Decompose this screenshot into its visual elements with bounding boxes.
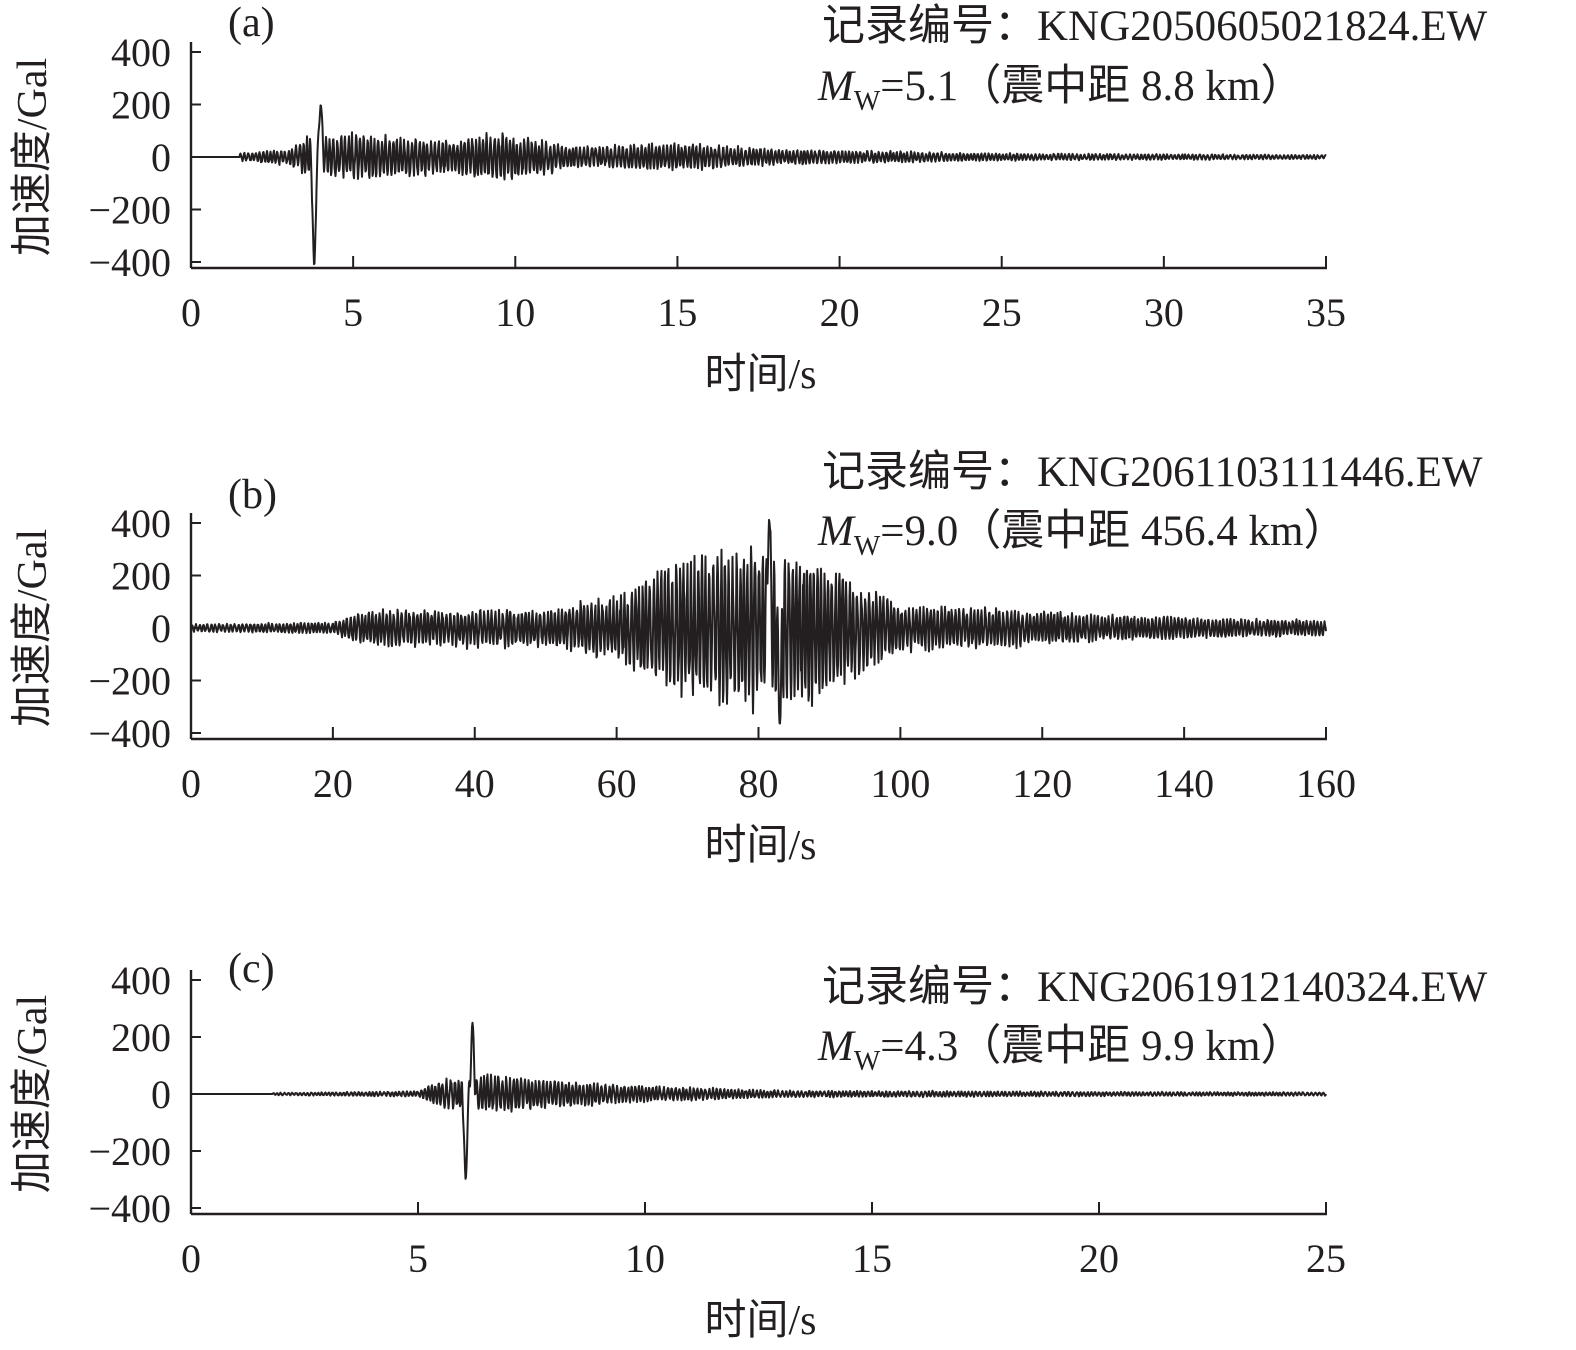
panel-label: (c) <box>228 946 275 992</box>
y-axis-label: 加速度/Gal <box>10 529 56 727</box>
y-tick-label: −200 <box>88 659 171 704</box>
y-tick-label: 200 <box>111 1015 171 1060</box>
y-tick-label: 0 <box>151 135 171 180</box>
x-tick-label: 60 <box>597 761 637 806</box>
y-tick-label: 200 <box>111 554 171 599</box>
x-tick-label: 40 <box>455 761 495 806</box>
x-tick-label: 5 <box>408 1236 428 1281</box>
y-tick-label: 400 <box>111 958 171 1003</box>
x-tick-label: 25 <box>982 290 1022 335</box>
x-tick-label: 35 <box>1306 290 1346 335</box>
x-axis-label: 时间/s <box>704 1298 816 1344</box>
x-tick-label: 0 <box>181 761 201 806</box>
x-tick-label: 80 <box>739 761 779 806</box>
record-label: 记录编号：KNG2061103111446.EW <box>822 449 1483 496</box>
x-tick-label: 0 <box>181 290 201 335</box>
y-tick-label: −400 <box>88 711 171 756</box>
magnitude-label: MW=5.1（震中距 8.8 km） <box>817 63 1303 117</box>
y-tick-label: −400 <box>88 1186 171 1231</box>
x-tick-label: 10 <box>495 290 535 335</box>
acceleration-trace <box>190 104 1327 266</box>
x-tick-label: 160 <box>1296 761 1356 806</box>
acceleration-trace <box>190 518 1327 725</box>
x-tick-label: 5 <box>343 290 363 335</box>
acceleration-trace <box>190 1021 1327 1180</box>
y-tick-label: 400 <box>111 501 171 546</box>
x-tick-label: 20 <box>313 761 353 806</box>
x-tick-label: 30 <box>1144 290 1184 335</box>
record-label: 记录编号：KNG2050605021824.EW <box>822 3 1488 50</box>
x-tick-label: 20 <box>1079 1236 1119 1281</box>
panel-label: (a) <box>228 0 275 46</box>
y-axis-label: 加速度/Gal <box>10 58 56 256</box>
y-tick-label: −400 <box>88 240 171 285</box>
x-tick-label: 15 <box>657 290 697 335</box>
y-axis-label: 加速度/Gal <box>10 995 56 1193</box>
record-label: 记录编号：KNG2061912140324.EW <box>822 964 1488 1011</box>
x-tick-label: 120 <box>1012 761 1072 806</box>
y-tick-label: −200 <box>88 1129 171 1174</box>
x-axis-label: 时间/s <box>704 352 816 398</box>
magnitude-label: MW=4.3（震中距 9.9 km） <box>817 1023 1303 1077</box>
y-tick-label: 0 <box>151 606 171 651</box>
x-tick-label: 140 <box>1154 761 1214 806</box>
x-tick-label: 100 <box>870 761 930 806</box>
magnitude-label: MW=9.0（震中距 456.4 km） <box>817 508 1346 562</box>
x-tick-label: 20 <box>820 290 860 335</box>
x-tick-label: 15 <box>852 1236 892 1281</box>
x-tick-label: 0 <box>181 1236 201 1281</box>
y-tick-label: 200 <box>111 83 171 128</box>
panel-label: (b) <box>228 472 277 518</box>
x-tick-label: 25 <box>1306 1236 1346 1281</box>
y-tick-label: −200 <box>88 188 171 233</box>
y-tick-label: 0 <box>151 1072 171 1117</box>
x-axis-label: 时间/s <box>704 823 816 869</box>
y-tick-label: 400 <box>111 30 171 75</box>
x-tick-label: 10 <box>625 1236 665 1281</box>
